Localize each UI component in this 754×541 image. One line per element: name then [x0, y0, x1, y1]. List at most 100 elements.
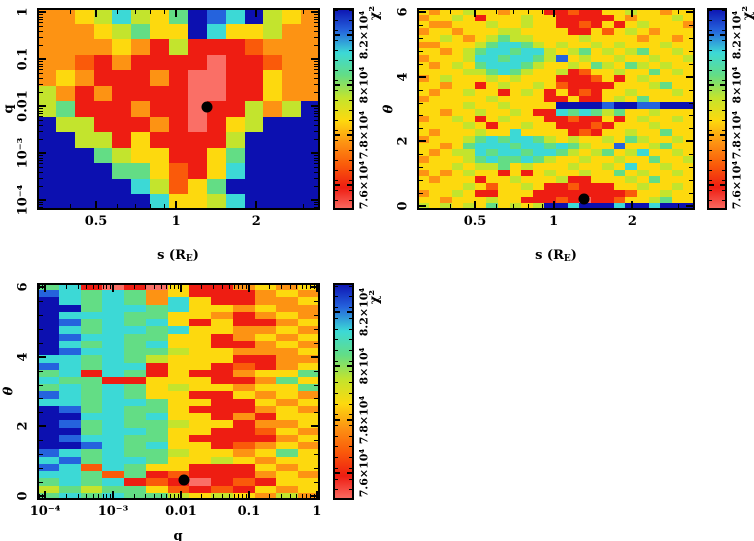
- heatmap-cell: [211, 311, 233, 320]
- heatmap-cell: [80, 333, 103, 341]
- heatmap-cell: [80, 311, 103, 320]
- heatmap-cell: [498, 48, 510, 56]
- heatmap-cell: [660, 41, 672, 49]
- heatmap-cell: [189, 442, 212, 450]
- heatmap-cell: [544, 156, 556, 163]
- y-major-tick: [38, 11, 46, 14]
- x-tick-label: 2: [627, 214, 637, 229]
- heatmap-cell: [648, 14, 661, 22]
- x-minor-tick: [92, 494, 94, 499]
- heatmap-cell: [417, 28, 429, 35]
- heatmap-cell: [189, 478, 212, 486]
- x-minor-tick: [245, 494, 247, 499]
- heatmap-cell: [131, 39, 151, 55]
- heatmap-cell: [498, 149, 510, 157]
- heatmap-cell: [648, 122, 661, 130]
- colorbar-minor-tick: [334, 382, 338, 384]
- heatmap-cell: [428, 169, 441, 177]
- heatmap-cell: [637, 41, 649, 49]
- heatmap-cell: [451, 142, 464, 150]
- heatmap-cell: [521, 108, 533, 116]
- heatmap-cell: [225, 23, 245, 40]
- heatmap-cell: [602, 48, 614, 56]
- heatmap-cell: [498, 55, 510, 62]
- y-minor-tick: [314, 204, 319, 206]
- heatmap-cell: [660, 48, 672, 56]
- heatmap-cell: [590, 88, 603, 96]
- x-major-tick: [631, 201, 634, 209]
- x-minor-tick: [97, 284, 99, 289]
- colorbar-minor-tick: [722, 150, 726, 152]
- heatmap-cell: [509, 169, 522, 177]
- y-minor-tick: [314, 202, 319, 204]
- heatmap-cell: [579, 41, 591, 49]
- heatmap-cell: [428, 142, 441, 150]
- heatmap-cell: [254, 420, 277, 428]
- y-minor-tick: [38, 66, 43, 68]
- heatmap-cell: [486, 156, 499, 163]
- heatmap-cell: [474, 82, 487, 89]
- heatmap-cell: [660, 21, 672, 29]
- heatmap-cell: [282, 39, 302, 55]
- y-minor-tick: [38, 130, 43, 132]
- heatmap-cell: [124, 434, 146, 443]
- heatmap-cell: [189, 348, 212, 356]
- y-tick-label: 6: [395, 7, 411, 17]
- heatmap-cell: [189, 319, 212, 327]
- heatmap-cell: [225, 178, 245, 195]
- heatmap-cell: [93, 147, 113, 164]
- heatmap-cell: [590, 162, 603, 170]
- heatmap-cell: [93, 39, 113, 55]
- heatmap-cell: [169, 163, 188, 179]
- y-minor-tick: [314, 120, 319, 122]
- heatmap-cell: [124, 456, 146, 464]
- heatmap-cell: [521, 203, 533, 210]
- heatmap-cell: [683, 28, 695, 35]
- heatmap-cell: [428, 196, 441, 204]
- heatmap-cell: [637, 55, 649, 62]
- heatmap-cell: [282, 54, 302, 71]
- heatmap-cell: [298, 405, 320, 414]
- heatmap-cell: [169, 70, 188, 86]
- heatmap-cell: [102, 304, 125, 312]
- heatmap-cell: [58, 398, 81, 406]
- heatmap-cell: [555, 203, 568, 210]
- heatmap-cell: [189, 283, 212, 291]
- heatmap-cell: [648, 102, 661, 109]
- heatmap-cell: [254, 485, 277, 493]
- colorbar-major-tick: [334, 365, 340, 368]
- x-major-tick: [112, 491, 115, 499]
- heatmap-cell: [521, 115, 533, 123]
- heatmap-cell: [58, 283, 81, 291]
- heatmap-cell: [683, 196, 695, 204]
- chi-squared-label: χ²: [367, 289, 383, 305]
- heatmap-cell: [206, 116, 226, 133]
- heatmap-cell: [169, 8, 188, 24]
- heatmap-cell: [102, 340, 125, 349]
- colorbar-minor-tick: [349, 100, 353, 102]
- heatmap-cell: [301, 23, 320, 40]
- heatmap-cell: [625, 14, 638, 22]
- heatmap-cell: [671, 68, 684, 76]
- heatmap-cell: [150, 132, 170, 148]
- x-minor-tick: [528, 9, 530, 14]
- colorbar-minor-tick: [349, 392, 353, 394]
- heatmap-cell: [211, 362, 233, 370]
- heatmap-cell: [463, 169, 475, 177]
- heatmap-cell: [602, 176, 614, 184]
- heatmap-cell: [167, 319, 190, 327]
- heatmap-cell: [637, 28, 649, 35]
- heatmap-cell: [189, 369, 212, 378]
- heatmap-cell: [625, 196, 638, 204]
- heatmap-cell: [509, 68, 522, 76]
- heatmap-cell: [55, 85, 75, 102]
- heatmap-cell: [37, 132, 56, 148]
- heatmap-cell: [555, 149, 568, 157]
- heatmap-cell: [167, 485, 190, 493]
- y-minor-tick: [38, 157, 43, 159]
- heatmap-cell: [301, 132, 320, 148]
- heatmap-cell: [590, 169, 603, 177]
- heatmap-cell: [637, 129, 649, 136]
- heatmap-cell: [555, 28, 568, 35]
- heatmap-cell: [555, 102, 568, 109]
